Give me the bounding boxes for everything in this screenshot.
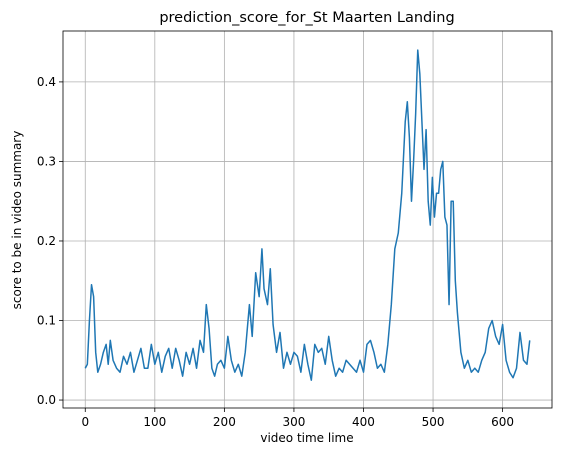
- y-axis-label: score to be in video summary: [10, 131, 24, 310]
- y-tick-label: 0.2: [37, 234, 56, 248]
- y-tick-label: 0.0: [37, 393, 56, 407]
- y-tick-label: 0.4: [37, 75, 56, 89]
- x-tick-label: 200: [213, 415, 236, 429]
- x-axis-label: video time lime: [260, 431, 353, 445]
- y-tick-label: 0.1: [37, 314, 56, 328]
- x-tick-label: 600: [491, 415, 514, 429]
- x-tick-label: 500: [422, 415, 445, 429]
- y-tick-label: 0.3: [37, 154, 56, 168]
- x-tick-label: 300: [282, 415, 305, 429]
- data-line: [84, 49, 531, 381]
- plot-frame: [62, 30, 553, 409]
- x-tick-label: 400: [352, 415, 375, 429]
- chart-title: prediction_score_for_St Maarten Landing: [159, 10, 454, 26]
- x-tick-label: 100: [143, 415, 166, 429]
- x-tick-label: 0: [81, 415, 89, 429]
